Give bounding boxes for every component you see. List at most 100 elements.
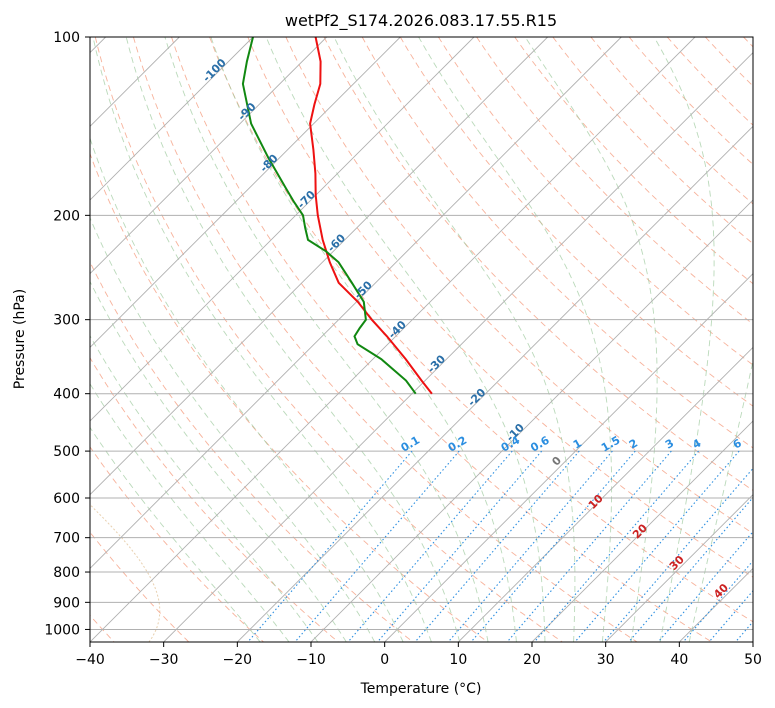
isotherm [310,199,753,642]
x-tick-label: −40 [75,652,105,668]
isotherm [384,273,753,642]
x-tick-label: 10 [449,652,467,668]
dry-adiabat [438,37,753,366]
x-tick-label: 0 [380,652,389,668]
isotherm [237,125,753,642]
dry-adiabat [476,37,753,325]
y-tick-label: 800 [53,565,80,581]
y-tick-label: 300 [53,313,80,329]
y-tick-label: 600 [53,491,80,507]
isotherm [752,641,753,642]
mixing-ratio-line [756,451,775,672]
isotherm [90,37,696,642]
y-tick-label: 900 [53,595,80,611]
moist-adiabat [90,136,404,642]
plot-area: -100-90-80-70-60-50-40-30-20-100.1 0.2 0.4… [90,37,775,672]
x-tick-label: 50 [744,652,762,668]
mixing-ratio-line [574,450,740,642]
mixing-ratio-label: 6 [731,436,744,451]
dry-adiabat [171,37,712,642]
isotherm [90,37,254,201]
y-tick-label: 700 [53,531,80,547]
isotherm-label: -90 [235,100,258,123]
isotherm [458,346,753,642]
moist-adiabat-label: 10 [586,492,606,512]
moist-adiabat-label: 40 [711,581,731,601]
dry-adiabat [285,37,753,535]
saturation-curve [90,503,161,642]
dry-adiabat [90,356,339,642]
moist-adiabat [653,37,715,642]
mixing-ratio-line [470,450,636,642]
mixing-ratio-line [447,450,613,642]
isotherm-label: -20 [465,386,488,409]
y-tick-label: 200 [53,208,80,224]
isotherm [90,37,622,569]
dry-adiabat [552,37,753,245]
isotherms [90,37,753,642]
moist-adiabat [90,216,376,642]
x-axis-label: Temperature (°C) [360,681,482,697]
dry-adiabat [666,37,753,126]
x-axis-ticks: −40 −30 −20 −10 0 10 20 30 40 50 [75,642,762,668]
moist-adiabat-label: 30 [667,553,687,573]
mixing-ratio-label: 3 [663,437,676,452]
isotherm [90,37,401,348]
mixing-ratio-line [506,450,672,642]
moist-adiabat [90,334,319,642]
temperature-profile-line [309,37,433,395]
moist-adiabat [92,37,432,642]
x-tick-label: −20 [223,652,253,668]
dry-adiabat [209,37,753,623]
saturation-curves [90,503,161,642]
isotherm-label: -30 [425,352,448,375]
moist-adiabat [164,37,489,642]
moist-adiabat-label: 20 [630,521,650,541]
y-tick-label: 500 [53,444,80,460]
dry-adiabat [90,531,190,642]
isotherm [90,37,327,275]
dewpoint-profile-line [241,37,417,395]
dry-adiabat [247,37,753,578]
x-tick-label: 20 [523,652,541,668]
mixing-ratio-line [247,450,413,642]
moist-adiabat-label: 0 [549,454,564,469]
profile-series [241,37,433,395]
dry-adiabat [90,261,414,642]
dry-adiabat [90,152,488,642]
isotherm [90,37,475,422]
isotherm-label: -80 [257,152,280,175]
mixing-ratio-label: 4 [690,436,703,451]
chart-title: wetPf2_S174.2026.083.17.55.R15 [285,11,557,31]
mixing-ratio-line [294,450,460,642]
y-axis-label: Pressure (hPa) [12,289,28,389]
mixing-ratio-line [533,450,700,642]
x-tick-label: −10 [296,652,326,668]
moist-adiabat [524,37,658,642]
isotherm-label: -100 [200,56,229,85]
mixing-ratio-line [347,450,513,642]
moist-adiabat [418,37,613,642]
x-tick-label: 40 [670,652,688,668]
mixing-ratio-line [414,450,580,642]
plot-frame [89,36,754,643]
mixing-ratio-line [657,530,753,642]
dry-adiabat [514,37,753,285]
mixing-ratio-label: 2 [627,437,640,452]
y-axis-ticks: 100 200 300 400 500 600 700 800 900 1000 [44,30,90,638]
dry-adiabat [704,37,753,87]
dry-adiabat [323,37,753,491]
moist-adiabat [210,37,517,642]
isotherm-label: -60 [325,231,348,254]
dry-adiabat [90,446,264,642]
mixing-ratio-line [602,467,753,642]
x-tick-label: 30 [597,652,615,668]
isotherm [531,420,753,642]
moist-adiabat [125,37,461,642]
mixing-ratio-label: 8 [760,437,773,452]
dry-adiabat [132,37,638,642]
dry-adiabat [94,37,563,642]
pressure-gridlines [90,37,753,630]
y-tick-label: 400 [53,387,80,403]
